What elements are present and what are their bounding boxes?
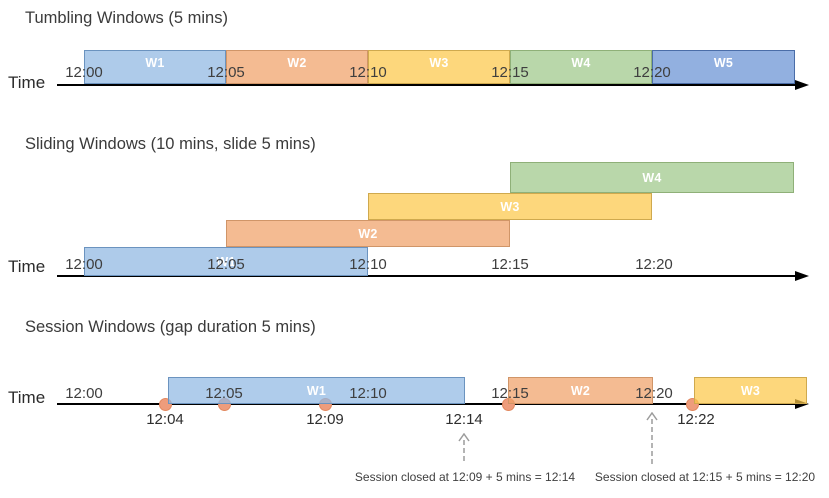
window-label: W1 — [216, 254, 236, 269]
window-label: W2 — [570, 383, 591, 398]
window-label: W3 — [429, 56, 449, 70]
event-time-label: 12:14 — [445, 411, 483, 428]
window-bar-tumbling-w5: W5 — [652, 50, 795, 84]
window-label: W1 — [306, 383, 327, 398]
section-title-session: Session Windows (gap duration 5 mins) — [25, 318, 316, 336]
dashed-up-arrow-icon — [646, 412, 658, 464]
time-axis-label: Time — [8, 257, 46, 276]
window-bar-session-w3: W3 — [694, 377, 807, 404]
tick-label: 12:20 — [635, 256, 673, 273]
tick-label: 12:00 — [65, 385, 103, 402]
window-label: W4 — [571, 56, 591, 70]
timeline — [57, 403, 797, 405]
window-label: W3 — [500, 199, 520, 214]
window-label: W5 — [713, 56, 734, 70]
window-label: W1 — [145, 56, 165, 70]
tick-label: 12:00 — [65, 64, 103, 81]
section-title-sliding: Sliding Windows (10 mins, slide 5 mins) — [25, 135, 316, 153]
window-label: W2 — [358, 226, 378, 241]
annotation-session-closed-1: Session closed at 12:09 + 5 mins = 12:14 — [354, 470, 576, 484]
time-axis-label: Time — [8, 73, 46, 92]
tick-label: 12:20 — [635, 385, 673, 402]
window-bar-tumbling-w1: W1 — [84, 50, 226, 84]
tick-label: 12:05 — [207, 64, 245, 81]
window-bar-session-w1: W1 — [168, 377, 465, 404]
event-time-label: 12:22 — [677, 411, 715, 428]
event-time-label: 12:04 — [146, 411, 184, 428]
window-label: W4 — [642, 170, 662, 185]
timeline-arrowhead-icon — [795, 80, 809, 90]
window-bar-tumbling-w4: W4 — [510, 50, 652, 84]
window-bar-sliding-w1: W1 — [84, 247, 368, 276]
timeline-arrowhead-icon — [795, 271, 809, 281]
window-bar-sliding-w3: W3 — [368, 193, 652, 220]
tick-label: 12:15 — [491, 256, 529, 273]
tick-label: 12:05 — [205, 385, 243, 402]
window-label: W3 — [740, 383, 761, 398]
timeline — [57, 275, 797, 277]
tick-label: 12:15 — [491, 64, 529, 81]
time-axis-label: Time — [8, 388, 46, 407]
timeline-arrowhead-icon — [795, 399, 809, 409]
tick-label: 12:15 — [491, 385, 529, 402]
tick-label: 12:00 — [65, 256, 103, 273]
window-bar-tumbling-w3: W3 — [368, 50, 510, 84]
tick-label: 12:10 — [349, 256, 387, 273]
tick-label: 12:10 — [349, 385, 387, 402]
window-label: W2 — [287, 56, 307, 70]
event-time-label: 12:09 — [306, 411, 344, 428]
tick-label: 12:20 — [633, 64, 671, 81]
dashed-up-arrow-icon — [458, 433, 470, 464]
annotation-session-closed-2: Session closed at 12:15 + 5 mins = 12:20 — [594, 470, 816, 484]
window-bar-sliding-w4: W4 — [510, 162, 794, 193]
timeline — [57, 84, 797, 86]
tick-label: 12:10 — [349, 64, 387, 81]
window-bar-session-w2: W2 — [508, 377, 653, 404]
window-bar-sliding-w2: W2 — [226, 220, 510, 247]
section-title-tumbling: Tumbling Windows (5 mins) — [25, 9, 228, 27]
window-bar-tumbling-w2: W2 — [226, 50, 368, 84]
tick-label: 12:05 — [207, 256, 245, 273]
